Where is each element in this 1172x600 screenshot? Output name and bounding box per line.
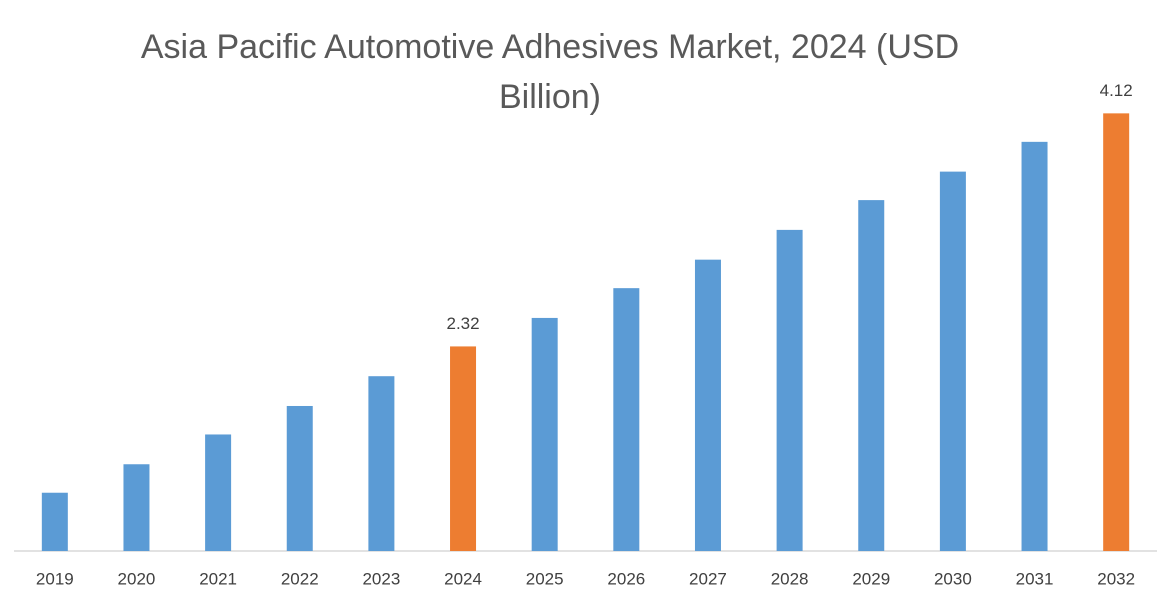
x-tick-label: 2019 xyxy=(36,569,74,588)
bar xyxy=(41,492,68,551)
x-tick-label: 2032 xyxy=(1097,569,1135,588)
x-tick-label: 2028 xyxy=(771,569,809,588)
x-tick-label: 2029 xyxy=(852,569,890,588)
chart-title: Asia Pacific Automotive Adhesives Market… xyxy=(140,28,960,116)
bar xyxy=(205,434,232,551)
x-tick-label: 2020 xyxy=(118,569,156,588)
bar xyxy=(858,200,885,551)
bar xyxy=(531,317,558,551)
x-tick-label: 2031 xyxy=(1016,569,1054,588)
x-tick-label: 2025 xyxy=(526,569,564,588)
x-tick-label: 2024 xyxy=(444,569,482,588)
x-tick-label: 2030 xyxy=(934,569,972,588)
x-tick-label: 2026 xyxy=(607,569,645,588)
bar xyxy=(694,259,721,551)
bar xyxy=(286,405,313,551)
bar xyxy=(613,288,640,551)
bar xyxy=(368,376,395,551)
x-tick-label: 2027 xyxy=(689,569,727,588)
data-label: 2.32 xyxy=(446,314,479,333)
x-tick-label: 2022 xyxy=(281,569,319,588)
bar xyxy=(123,464,150,551)
bar xyxy=(776,229,803,551)
bar xyxy=(450,346,477,551)
bar xyxy=(1103,113,1130,551)
bar xyxy=(1021,141,1048,551)
data-label: 4.12 xyxy=(1100,81,1133,100)
x-tick-label: 2023 xyxy=(362,569,400,588)
x-tick-label: 2021 xyxy=(199,569,237,588)
bar xyxy=(939,171,966,552)
